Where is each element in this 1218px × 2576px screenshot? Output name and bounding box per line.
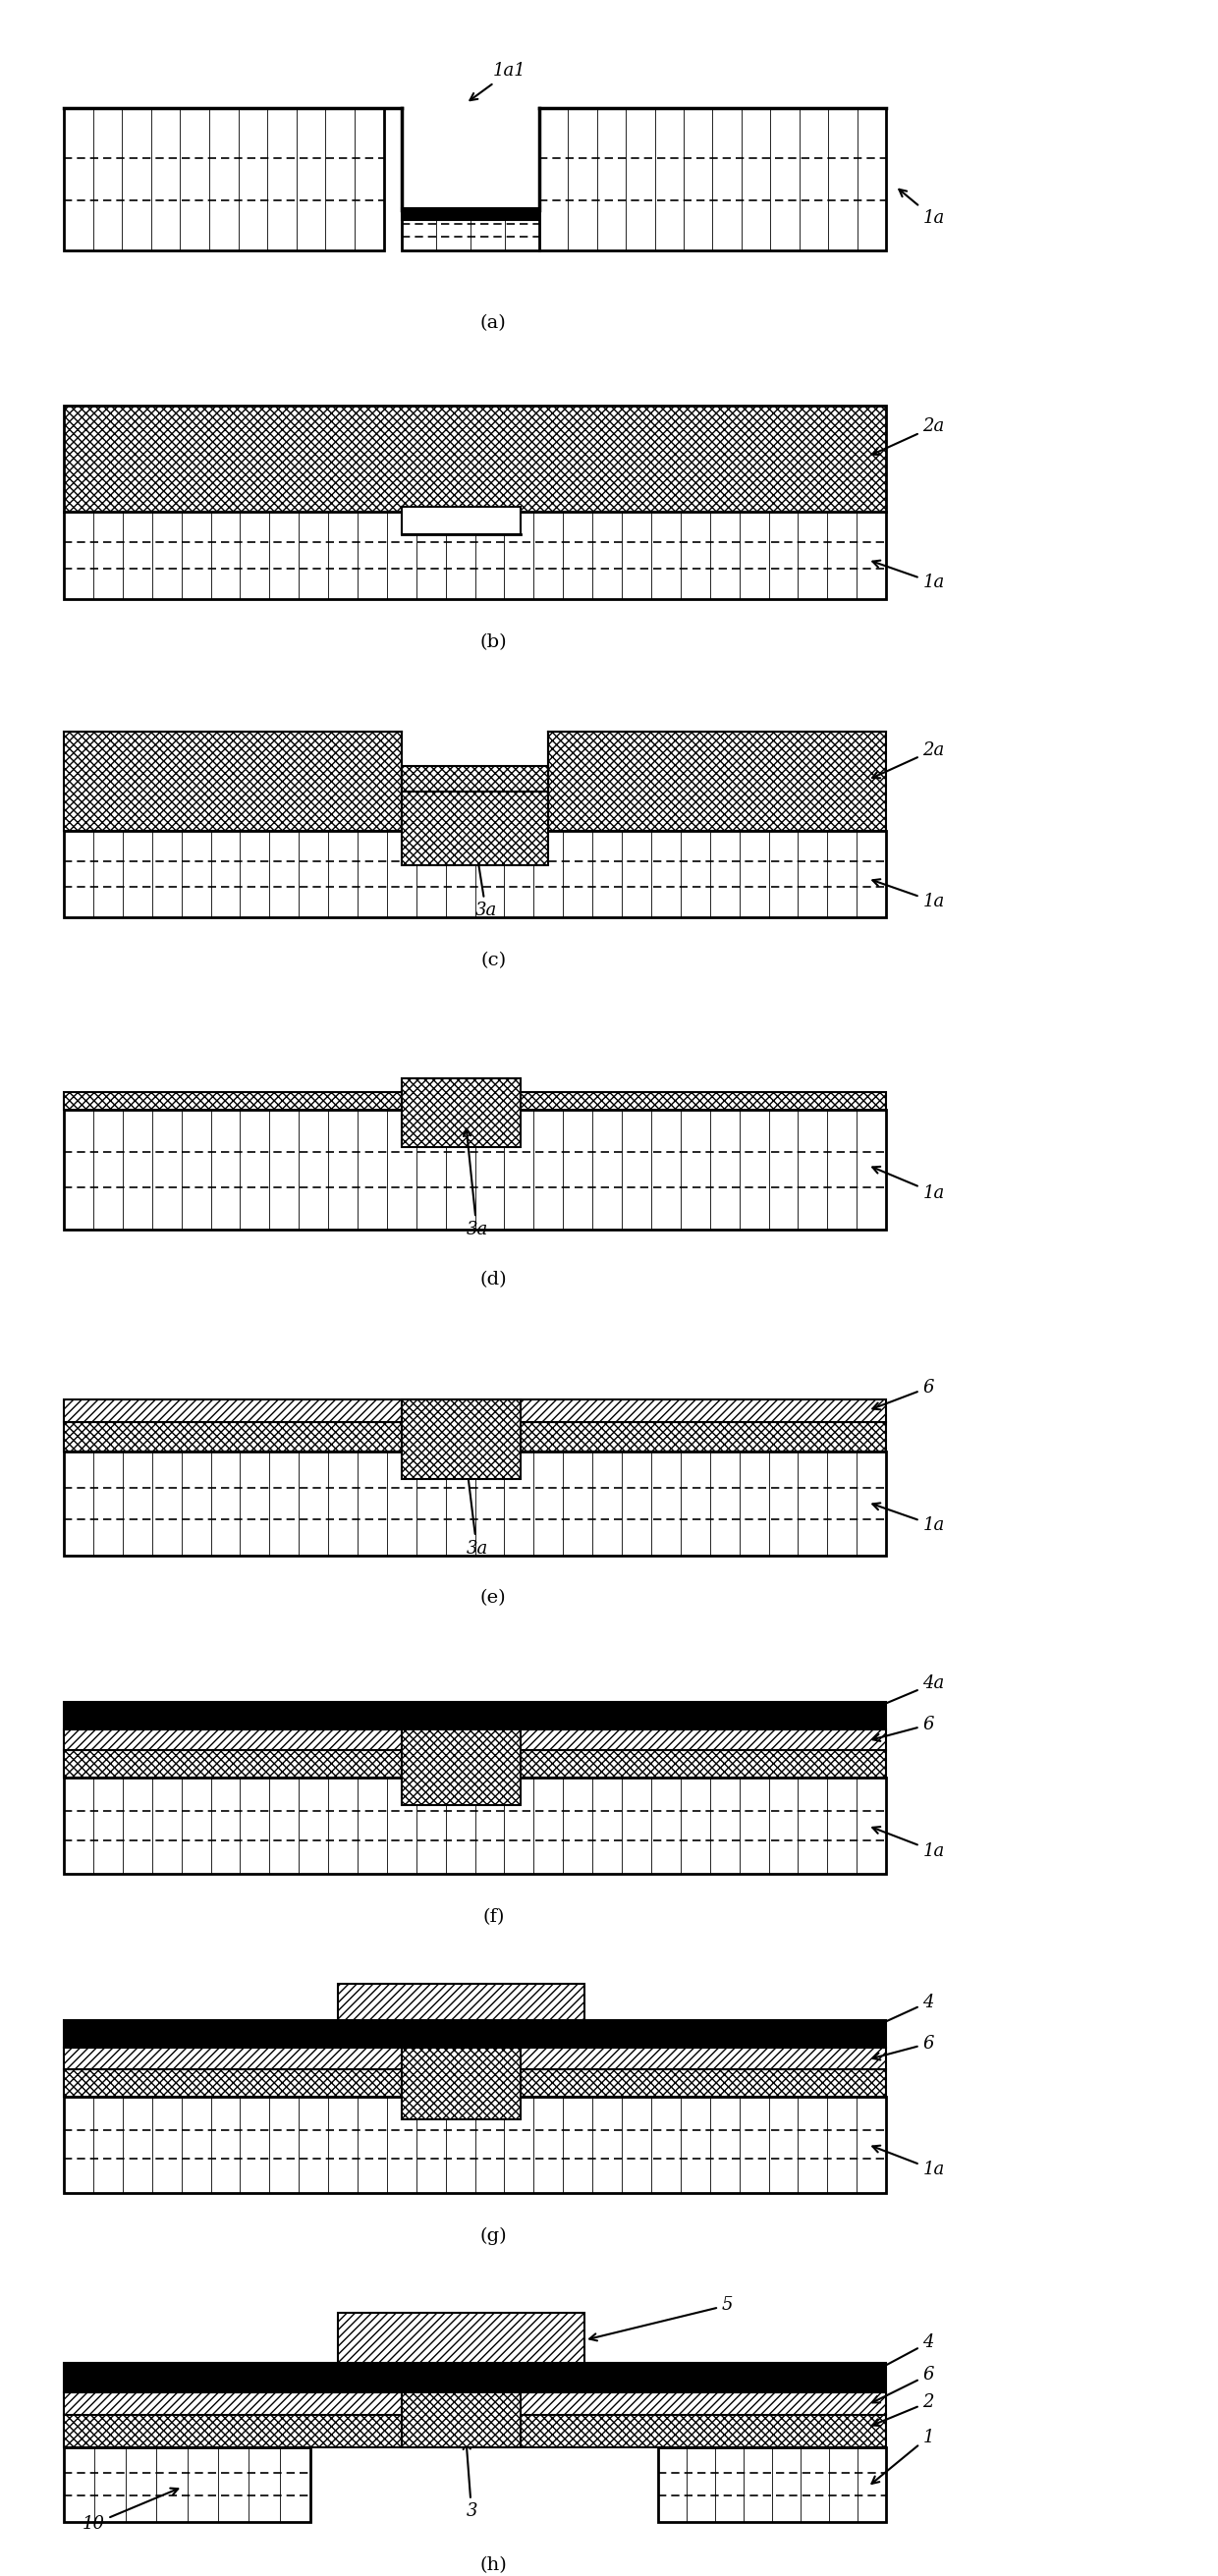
Bar <box>63 407 887 513</box>
Bar <box>63 1110 887 1229</box>
Text: 1a1: 1a1 <box>470 62 526 100</box>
Bar <box>63 1728 887 1749</box>
Text: 3: 3 <box>463 2442 477 2519</box>
Bar <box>63 1422 887 1453</box>
Text: 3a: 3a <box>474 848 497 920</box>
Bar <box>402 209 540 219</box>
Text: 2: 2 <box>872 2393 934 2427</box>
Bar <box>63 1092 887 1110</box>
Text: 6: 6 <box>872 1378 934 1409</box>
Bar <box>63 2020 887 2048</box>
Text: 2a: 2a <box>872 742 944 778</box>
Text: 1: 1 <box>872 2429 934 2483</box>
Bar <box>548 732 887 829</box>
Bar <box>63 2362 887 2393</box>
Bar <box>63 732 402 829</box>
Bar <box>63 1703 887 1728</box>
Bar <box>63 1453 887 1556</box>
Text: 3a: 3a <box>464 1463 487 1556</box>
Text: 4: 4 <box>872 2334 934 2372</box>
Bar <box>402 507 521 536</box>
Bar <box>402 211 540 250</box>
Text: 2a: 2a <box>872 417 944 456</box>
Text: 1a: 1a <box>899 191 944 227</box>
Bar <box>63 1777 887 1873</box>
Text: (g): (g) <box>480 2228 507 2246</box>
Bar <box>63 2097 887 2192</box>
Bar <box>339 1984 585 2020</box>
Bar <box>63 2447 311 2522</box>
Bar <box>402 1077 521 1146</box>
Text: (b): (b) <box>480 634 507 652</box>
Bar <box>658 2447 887 2522</box>
Text: (f): (f) <box>482 1909 504 1927</box>
Text: 10: 10 <box>82 2488 178 2532</box>
Bar <box>63 2414 887 2447</box>
Text: 1a: 1a <box>872 562 944 592</box>
Text: 3a: 3a <box>464 1128 487 1239</box>
Text: 4: 4 <box>872 1994 934 2027</box>
Bar <box>402 2393 521 2447</box>
Bar <box>402 765 548 866</box>
Text: 1a: 1a <box>872 1826 944 1860</box>
Text: 4a: 4a <box>872 1674 944 1710</box>
Bar <box>63 2069 887 2097</box>
Text: 1a: 1a <box>872 1502 944 1535</box>
Bar <box>339 2313 585 2362</box>
Bar <box>402 2048 521 2120</box>
Text: (h): (h) <box>480 2555 507 2573</box>
Text: (e): (e) <box>480 1589 507 1607</box>
Text: (d): (d) <box>480 1270 507 1288</box>
Bar <box>63 1399 887 1422</box>
Bar <box>63 513 887 598</box>
Bar <box>63 108 384 250</box>
Bar <box>63 2048 887 2069</box>
Bar <box>63 2393 887 2414</box>
Text: 6: 6 <box>872 2035 934 2061</box>
Bar <box>402 1399 521 1479</box>
Bar <box>402 1728 521 1806</box>
Text: 6: 6 <box>872 2367 934 2403</box>
Text: 1a: 1a <box>872 878 944 909</box>
Text: 1a: 1a <box>872 2146 944 2179</box>
Bar <box>540 108 887 250</box>
Bar <box>63 829 887 917</box>
Bar <box>63 1749 887 1777</box>
Text: 5: 5 <box>590 2295 733 2342</box>
Text: 6: 6 <box>872 1716 934 1741</box>
Text: (c): (c) <box>480 953 507 969</box>
Text: (a): (a) <box>480 314 507 332</box>
Text: 1a: 1a <box>872 1167 944 1200</box>
